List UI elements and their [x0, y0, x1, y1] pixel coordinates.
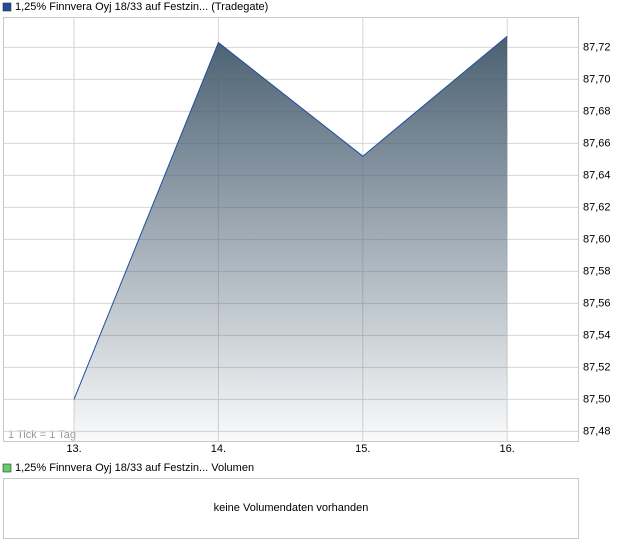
y-tick-label: 87,64 [583, 169, 611, 181]
y-tick-label: 87,66 [583, 137, 611, 149]
price-line [73, 35, 508, 400]
x-tick-label: 13. [66, 443, 81, 455]
x-tick-label: 14. [211, 443, 226, 455]
y-tick-label: 87,56 [583, 297, 611, 309]
y-tick-label: 87,54 [583, 329, 611, 341]
volume-title: 1,25% Finnvera Oyj 18/33 auf Festzin... … [15, 462, 254, 474]
area-fill [74, 36, 508, 441]
x-tick-label: 16. [500, 443, 515, 455]
annotation: 1 Tick = 1 Tag [8, 429, 76, 441]
y-tick-label: 87,48 [583, 425, 611, 437]
legend-swatch [2, 2, 12, 12]
y-tick-label: 87,50 [583, 393, 611, 405]
y-tick-label: 87,58 [583, 265, 611, 277]
volume-frame [3, 478, 579, 539]
chart-title: 1,25% Finnvera Oyj 18/33 auf Festzin... … [15, 1, 268, 13]
y-tick-label: 87,60 [583, 233, 611, 245]
y-tick-label: 87,70 [583, 73, 611, 85]
y-tick-label: 87,52 [583, 361, 611, 373]
y-tick-label: 87,62 [583, 201, 611, 213]
plot-frame [3, 17, 579, 442]
x-tick-label: 15. [355, 443, 370, 455]
y-tick-label: 87,72 [583, 41, 611, 53]
y-tick-label: 87,68 [583, 105, 611, 117]
volume-message: keine Volumendaten vorhanden [214, 502, 369, 514]
legend-swatch [2, 463, 12, 473]
